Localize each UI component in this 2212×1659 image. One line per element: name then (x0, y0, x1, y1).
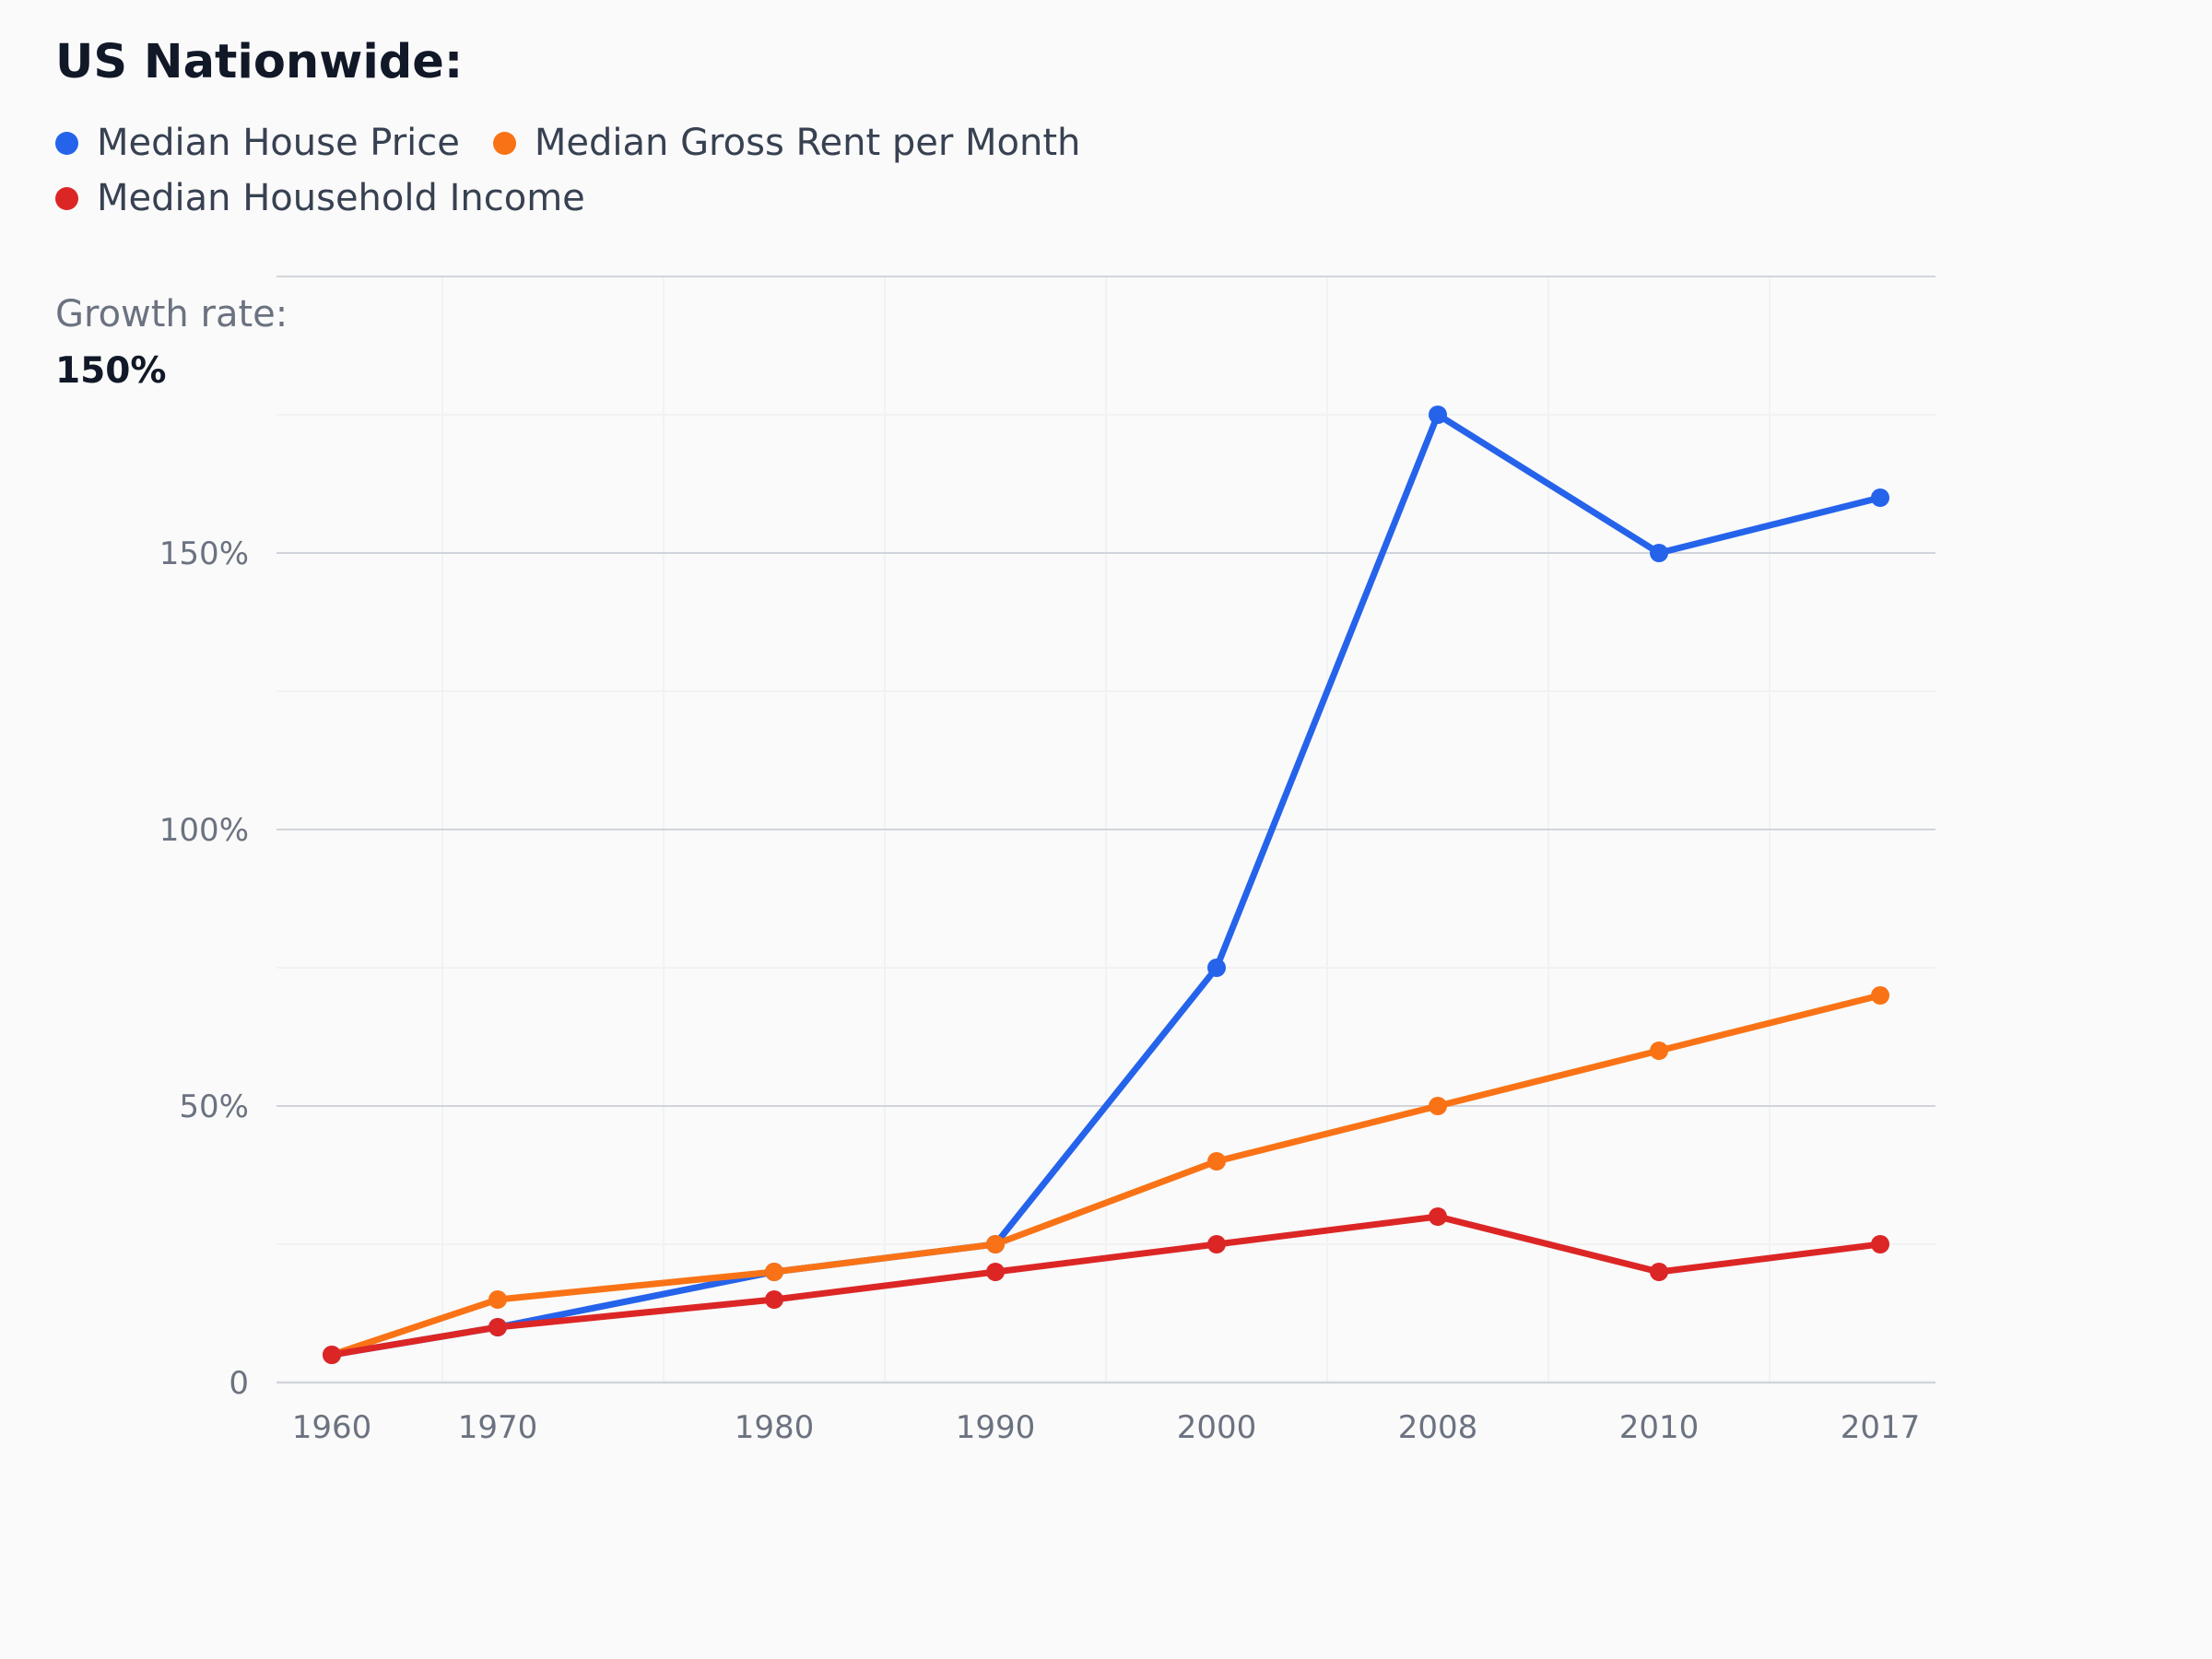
data-point-1 (488, 1290, 507, 1309)
legend-label-house-price: Median House Price (97, 122, 460, 164)
x-tick-label: 2008 (1398, 1409, 1478, 1446)
legend-dot-house-price (55, 131, 78, 155)
data-point-1 (1429, 1097, 1447, 1115)
data-point-2 (488, 1318, 507, 1336)
growth-rate-value: 150% (55, 350, 167, 392)
y-tick-label: 100% (159, 812, 249, 849)
axes: 0 50% 100% 150% 1960 1970 1980 1990 2000 2008 2010… (159, 276, 1936, 1446)
x-tick-label: 2000 (1177, 1409, 1257, 1446)
series-line-2 (328, 1213, 1884, 1359)
data-point-0 (1429, 406, 1447, 424)
legend-item-household-income[interactable]: Median Household Income (55, 175, 585, 221)
x-tick-label: 1960 (292, 1409, 372, 1446)
x-tick-label: 2017 (1841, 1409, 1921, 1446)
legend-label-gross-rent: Median Gross Rent per Month (534, 122, 1081, 164)
data-point-0 (1207, 959, 1226, 977)
data-point-2 (1871, 1235, 1889, 1253)
y-tick-label: 50% (179, 1088, 249, 1125)
x-tick-label: 2010 (1619, 1409, 1700, 1446)
legend-item-gross-rent[interactable]: Median Gross Rent per Month (492, 120, 1081, 166)
data-point-1 (1207, 1152, 1226, 1171)
chart-title: US Nationwide: (55, 35, 464, 89)
y-tick-label: 0 (229, 1365, 249, 1402)
legend: Median House Price Median Gross Rent per… (55, 120, 1253, 221)
legend-dot-gross-rent (492, 131, 516, 155)
data-point-2 (1207, 1235, 1226, 1253)
growth-rate-label: Growth rate: (55, 293, 288, 335)
data-point-1 (765, 1263, 783, 1281)
legend-dot-household-income (55, 186, 78, 210)
x-tick-label: 1970 (458, 1409, 538, 1446)
data-point-1 (986, 1235, 1005, 1253)
legend-label-household-income: Median Household Income (97, 177, 585, 219)
data-point-2 (1650, 1263, 1668, 1281)
series-line-0 (328, 411, 1884, 1359)
data-point-2 (1429, 1207, 1447, 1226)
data-point-2 (323, 1346, 341, 1364)
series-line-1 (328, 992, 1884, 1359)
x-tick-label: 1990 (956, 1409, 1036, 1446)
x-tick-label: 1980 (735, 1409, 815, 1446)
data-point-1 (1650, 1041, 1668, 1060)
data-point-2 (765, 1290, 783, 1309)
y-tick-label: 150% (159, 535, 249, 572)
data-point-0 (1871, 488, 1889, 507)
legend-item-house-price[interactable]: Median House Price (55, 120, 460, 166)
data-point-0 (1650, 544, 1668, 562)
data-point-2 (986, 1263, 1005, 1281)
data-point-1 (1871, 986, 1889, 1005)
series-layer (323, 406, 1889, 1364)
grid (276, 276, 1936, 1382)
